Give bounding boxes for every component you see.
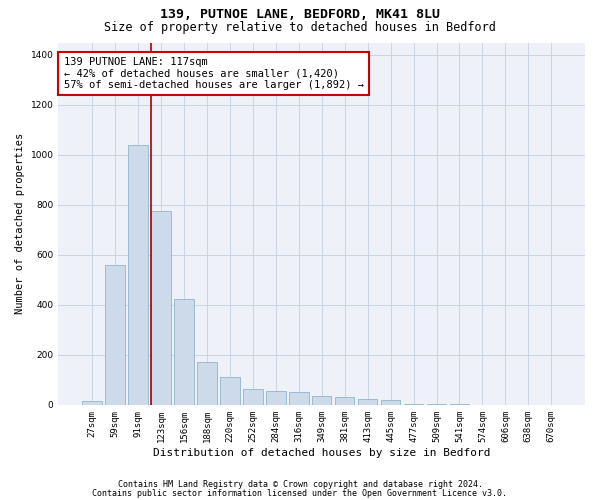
- Text: Size of property relative to detached houses in Bedford: Size of property relative to detached ho…: [104, 21, 496, 34]
- Text: 139 PUTNOE LANE: 117sqm
← 42% of detached houses are smaller (1,420)
57% of semi: 139 PUTNOE LANE: 117sqm ← 42% of detache…: [64, 57, 364, 90]
- X-axis label: Distribution of detached houses by size in Bedford: Distribution of detached houses by size …: [153, 448, 490, 458]
- Bar: [289, 392, 308, 405]
- Text: Contains HM Land Registry data © Crown copyright and database right 2024.: Contains HM Land Registry data © Crown c…: [118, 480, 482, 489]
- Bar: [151, 211, 171, 405]
- Bar: [312, 396, 331, 405]
- Bar: [266, 391, 286, 405]
- Bar: [128, 145, 148, 405]
- Bar: [381, 400, 400, 405]
- Bar: [106, 265, 125, 405]
- Bar: [427, 404, 446, 405]
- Y-axis label: Number of detached properties: Number of detached properties: [15, 133, 25, 314]
- Text: 139, PUTNOE LANE, BEDFORD, MK41 8LU: 139, PUTNOE LANE, BEDFORD, MK41 8LU: [160, 8, 440, 20]
- Bar: [243, 388, 263, 405]
- Bar: [358, 398, 377, 405]
- Bar: [82, 401, 102, 405]
- Bar: [220, 378, 239, 405]
- Bar: [335, 398, 355, 405]
- Bar: [404, 404, 424, 405]
- Bar: [197, 362, 217, 405]
- Bar: [174, 298, 194, 405]
- Text: Contains public sector information licensed under the Open Government Licence v3: Contains public sector information licen…: [92, 488, 508, 498]
